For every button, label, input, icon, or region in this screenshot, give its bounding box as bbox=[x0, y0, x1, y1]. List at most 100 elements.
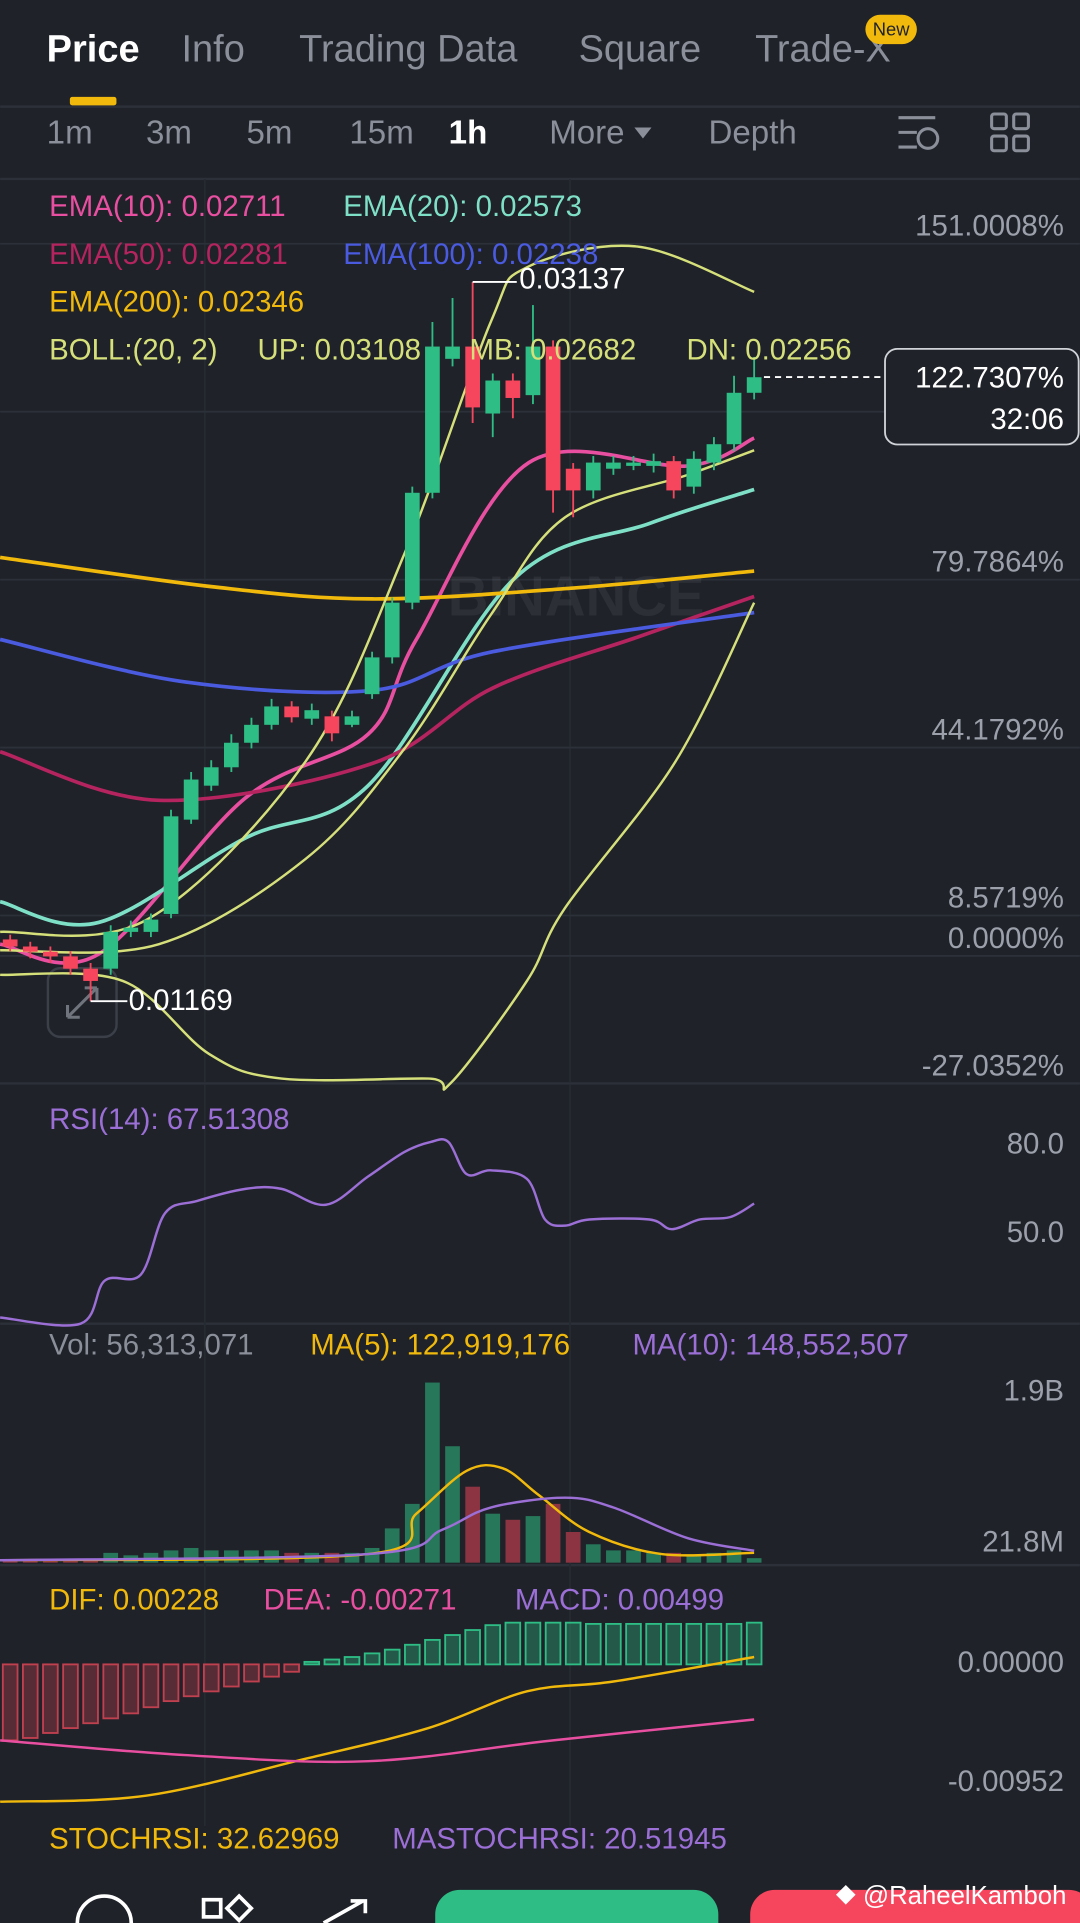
dropdown-arrow bbox=[634, 127, 652, 139]
y-tick-label: 8.5719% bbox=[948, 881, 1064, 914]
volume-bar bbox=[746, 1558, 762, 1563]
y-tick-label: 0.00000 bbox=[958, 1646, 1064, 1679]
candle-body bbox=[565, 468, 581, 491]
y-tick-label: -0.00952 bbox=[948, 1765, 1064, 1798]
expand-button[interactable] bbox=[46, 967, 118, 1039]
bottom-bar: @RaheelKamboh bbox=[75, 1882, 1080, 1923]
macd-bar bbox=[645, 1622, 662, 1666]
macd-bar bbox=[223, 1663, 240, 1688]
panel: 80.0 50.0 bbox=[0, 1128, 1064, 1327]
volume-bar bbox=[646, 1552, 661, 1563]
volume-bar bbox=[545, 1503, 561, 1563]
legend-label: EMA(50): 0.02281 bbox=[49, 238, 288, 271]
candle-body bbox=[264, 706, 279, 725]
candle-body bbox=[324, 716, 340, 734]
volume-bar bbox=[666, 1552, 682, 1563]
tab[interactable]: Square bbox=[579, 29, 702, 71]
macd-bar bbox=[82, 1663, 99, 1725]
series-line bbox=[0, 602, 756, 1091]
rsi-line bbox=[0, 1138, 755, 1327]
volume-bar bbox=[203, 1550, 219, 1563]
volume-bar bbox=[364, 1547, 380, 1563]
badge-text: New bbox=[873, 18, 910, 39]
candle-body bbox=[585, 462, 601, 491]
candle-body bbox=[344, 716, 360, 725]
legend-label: DIF: 0.00228 bbox=[49, 1584, 219, 1617]
candle-body bbox=[485, 380, 501, 414]
chart-settings-icon[interactable] bbox=[898, 116, 940, 150]
timeframe[interactable]: 15m bbox=[349, 115, 413, 152]
macd-bar bbox=[404, 1643, 421, 1666]
macd-bar bbox=[383, 1648, 401, 1666]
volume-bar bbox=[344, 1552, 360, 1563]
candle-body bbox=[646, 461, 661, 466]
candle-body bbox=[686, 458, 702, 487]
candle-body bbox=[445, 346, 460, 359]
apps-icon[interactable] bbox=[201, 1893, 254, 1923]
macd-bar bbox=[585, 1622, 602, 1666]
layout-icon[interactable] bbox=[990, 112, 1030, 153]
sell-button[interactable] bbox=[750, 1889, 1080, 1923]
macd-bar bbox=[162, 1663, 180, 1703]
candle-body bbox=[525, 346, 541, 396]
tab[interactable]: Info bbox=[182, 29, 245, 71]
volume-bar bbox=[485, 1513, 501, 1563]
badge bbox=[865, 14, 917, 45]
tab[interactable]: Price bbox=[47, 29, 140, 71]
legend-label: MA(10): 148,552,507 bbox=[633, 1329, 909, 1362]
y-tick-label: 0.0000% bbox=[948, 922, 1064, 955]
candle-body bbox=[223, 742, 239, 768]
candle-body bbox=[746, 377, 762, 393]
timeframe[interactable]: 1h bbox=[449, 115, 488, 152]
candle-body bbox=[103, 931, 119, 969]
menu-icon[interactable] bbox=[75, 1894, 134, 1923]
timeframe[interactable]: Depth bbox=[709, 115, 797, 152]
candle-body bbox=[384, 602, 400, 658]
macd-bar bbox=[22, 1663, 39, 1739]
macd-bar bbox=[444, 1634, 461, 1666]
volume-bar bbox=[565, 1531, 581, 1563]
timeframe[interactable]: 5m bbox=[246, 115, 292, 152]
share-icon[interactable] bbox=[322, 1899, 368, 1923]
legend-label: MB: 0.02682 bbox=[470, 334, 637, 367]
low-label: 0.01169 bbox=[129, 984, 233, 1017]
macd-label: MACD: 0.00499 bbox=[515, 1584, 724, 1617]
macd-bar bbox=[263, 1663, 280, 1678]
timeframe[interactable]: 1m bbox=[47, 115, 93, 152]
macd-bar bbox=[323, 1658, 341, 1666]
macd-bar bbox=[42, 1663, 59, 1734]
rsi-label: RSI(14): 67.51308 bbox=[49, 1103, 289, 1136]
macd-bar bbox=[665, 1622, 682, 1666]
series-line bbox=[0, 1718, 755, 1764]
tab[interactable]: Trading Data bbox=[299, 29, 518, 71]
y-tick-label: 79.7864% bbox=[932, 545, 1064, 578]
macd-bar bbox=[524, 1621, 542, 1666]
candle-body bbox=[606, 462, 621, 469]
macd-bar bbox=[363, 1652, 381, 1666]
legend-label: DEA: -0.00271 bbox=[264, 1584, 457, 1617]
y-tick-label: 44.1792% bbox=[932, 713, 1064, 746]
macd-bar bbox=[424, 1638, 441, 1666]
series-line bbox=[0, 436, 755, 965]
buy-button[interactable] bbox=[435, 1889, 719, 1923]
volume-bar bbox=[103, 1552, 119, 1563]
timeframe[interactable]: More bbox=[549, 115, 624, 152]
timeframe[interactable]: 3m bbox=[146, 115, 192, 152]
volume-bar bbox=[43, 1560, 58, 1563]
macd-bar bbox=[1, 1663, 19, 1742]
macd-bar bbox=[243, 1663, 260, 1683]
macd-bar bbox=[182, 1663, 200, 1698]
candle-body bbox=[63, 956, 78, 969]
series-line bbox=[0, 487, 755, 927]
boll-label: BOLL:(20, 2) bbox=[49, 334, 217, 367]
volume-bar bbox=[606, 1550, 621, 1563]
legend-label: MA(5): 122,919,176 bbox=[310, 1329, 570, 1362]
candle-body bbox=[726, 392, 742, 445]
candle-body bbox=[425, 346, 440, 493]
candle-body bbox=[163, 816, 179, 914]
macd-bar bbox=[544, 1621, 562, 1666]
macd-bar bbox=[484, 1624, 502, 1666]
